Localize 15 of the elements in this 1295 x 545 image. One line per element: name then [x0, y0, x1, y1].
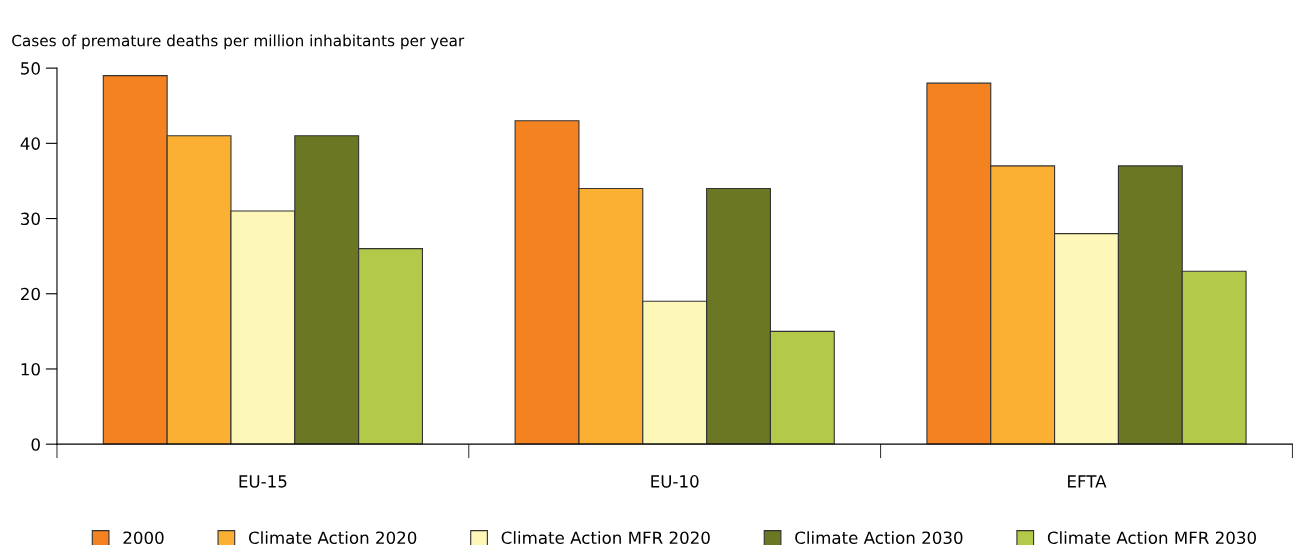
y-tick-label: 20 [21, 287, 40, 301]
y-tick-label: 30 [21, 212, 40, 226]
legend-label: Climate Action 2020 [248, 531, 417, 545]
x-tick-label: EU-15 [239, 475, 287, 488]
legend-label: 2000 [123, 531, 164, 545]
legend-label: Climate Action MFR 2030 [1047, 531, 1256, 545]
y-tick-label: 0 [31, 438, 40, 451]
y-tick-label: 10 [21, 362, 40, 376]
legend-label: Climate Action 2030 [795, 531, 963, 545]
y-axis-title: Cases of premature deaths per million inhabitants per year [12, 34, 465, 50]
x-tick-label: EU-10 [651, 475, 699, 488]
y-tick-label: 40 [20, 137, 40, 150]
legend-label: Climate Action MFR 2020 [501, 531, 710, 545]
y-tick-label: 50 [21, 62, 40, 75]
x-tick-label: EFTA [1068, 475, 1107, 488]
